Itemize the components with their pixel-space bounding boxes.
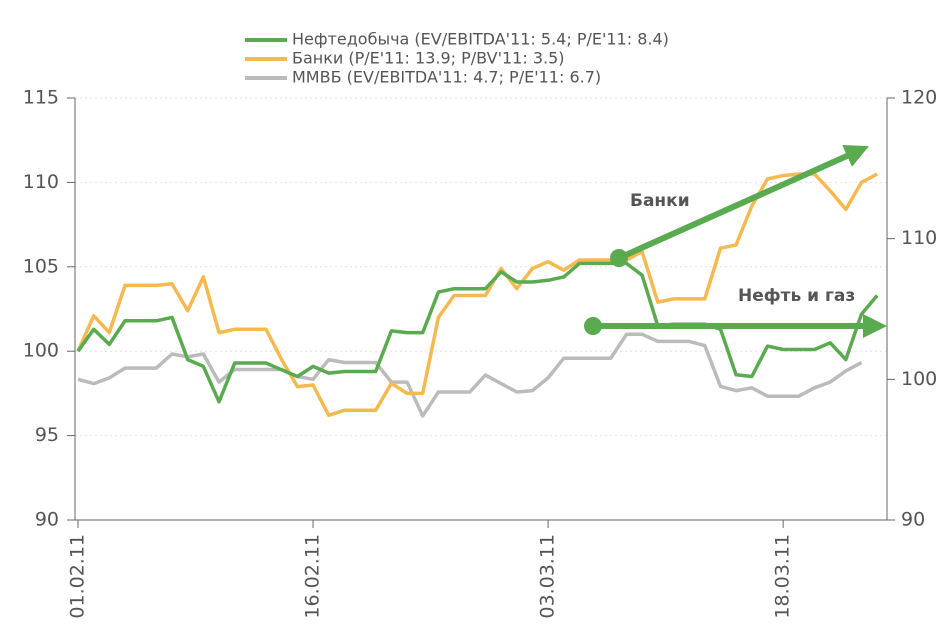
- y2-tick-label: 110: [901, 227, 937, 249]
- annotation-arrows: [584, 144, 887, 338]
- y2-tick-label: 90: [901, 509, 925, 531]
- series-line: [76, 172, 879, 418]
- annotation: Банки: [630, 191, 690, 211]
- x-tick-label: 16.02.11: [302, 534, 324, 619]
- arrow: [617, 144, 869, 261]
- plot: 90 95 100 105 110 115 90 100 110 120 01.02.11 16.02…: [23, 30, 938, 619]
- arrow-dot: [610, 249, 628, 267]
- y-tick-label: 105: [23, 255, 59, 277]
- y-tick-label: 95: [35, 424, 59, 446]
- y-tick-label: 110: [23, 171, 59, 193]
- arrow-dot: [584, 317, 602, 335]
- x-tick-label: 01.02.11: [67, 534, 89, 619]
- y-tick-label: 100: [23, 340, 59, 362]
- y2-tick-label: 120: [901, 87, 937, 109]
- y-tick-label: 90: [35, 509, 59, 531]
- legend-label: Нефтедобыча (EV/EBITDA'11: 5.4; P/E'11: …: [292, 30, 669, 49]
- series-line: [76, 261, 879, 404]
- legend-label: ММВБ (EV/EBITDA'11: 4.7; P/E'11: 6.7): [292, 68, 601, 87]
- x-tick-label: 03.03.11: [537, 534, 559, 619]
- x-tick-label: 18.03.11: [772, 534, 794, 619]
- series-line: [77, 332, 863, 418]
- legend-label: Банки (P/E'11: 13.9; P/BV'11: 3.5): [292, 49, 565, 68]
- y-tick-label: 115: [23, 87, 59, 109]
- annotation: Нефть и газ: [738, 286, 855, 306]
- y2-tick-label: 100: [901, 368, 937, 390]
